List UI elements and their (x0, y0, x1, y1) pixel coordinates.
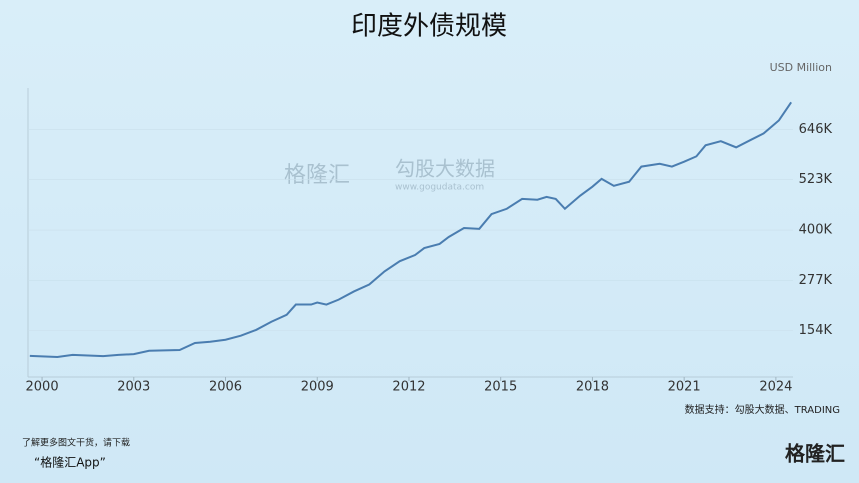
footer-line1: 了解更多图文干货，请下载 (22, 437, 130, 449)
y-tick-label: 154K (799, 323, 833, 338)
chart-title: 印度外债规模 (351, 12, 507, 42)
x-tick-label: 2015 (484, 380, 517, 395)
x-tick-label: 2003 (117, 380, 150, 395)
y-tick-label: 277K (799, 273, 833, 288)
x-tick-label: 2006 (209, 380, 242, 395)
footer-line2: “格隆汇App” (34, 455, 106, 470)
watermark-partner: 勾股大数据 (395, 157, 495, 181)
y-tick-label: 400K (799, 223, 833, 238)
watermark-url: www.gogudata.com (395, 183, 484, 193)
source: 数据支持：勾股大数据、TRADING (685, 403, 840, 416)
x-tick-label: 2000 (26, 380, 59, 395)
watermark-brand: 格隆汇 (284, 163, 350, 188)
y-tick-label: 523K (799, 172, 833, 187)
x-tick-label: 2009 (301, 380, 334, 395)
x-tick-label: 2021 (668, 380, 701, 395)
footer-logo: 格隆汇 (785, 442, 845, 466)
x-tick-label: 2018 (576, 380, 609, 395)
y-unit: USD Million (770, 61, 832, 74)
y-tick-label: 646K (799, 122, 833, 137)
x-tick-label: 2024 (759, 380, 792, 395)
x-tick-label: 2012 (392, 380, 425, 395)
series-line (29, 101, 792, 358)
